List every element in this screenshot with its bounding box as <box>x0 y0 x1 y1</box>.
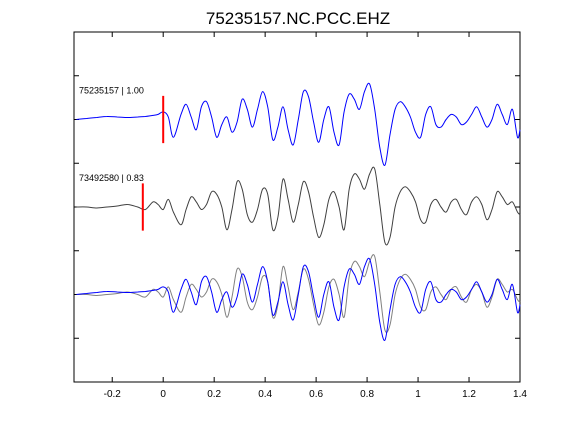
x-tick-label: -0.2 <box>104 389 122 400</box>
trace-label-1: 73492580 | 0.83 <box>79 173 144 183</box>
x-tick-label: 1.2 <box>462 389 476 400</box>
x-tick-label: 0.8 <box>360 389 374 400</box>
chart-title: 75235157.NC.PCC.EHZ <box>206 9 390 28</box>
x-tick-label: 0 <box>160 389 166 400</box>
traces-layer <box>76 82 521 341</box>
pick-markers <box>141 95 165 231</box>
y-axis-ticks <box>74 75 520 339</box>
trace-line-0 <box>76 82 521 166</box>
trace-line-1 <box>76 166 521 246</box>
x-axis-ticks: -0.2 0 0.2 0.4 0.6 0.8 1 1.2 1.4 <box>104 32 527 400</box>
trace-labels: 75235157 | 1.00 73492580 | 0.83 <box>79 85 144 183</box>
x-tick-label: 0.6 <box>309 389 323 400</box>
x-tick-label: 0.2 <box>207 389 221 400</box>
x-tick-label: 1.4 <box>513 389 527 400</box>
overlay-trace-primary <box>76 257 521 341</box>
trace-label-0: 75235157 | 1.00 <box>79 85 144 95</box>
x-tick-label: 1 <box>415 389 421 400</box>
plot-area: -0.2 0 0.2 0.4 0.6 0.8 1 1.2 1.4 75235157 | 1.00… <box>73 31 527 400</box>
overlay-trace-secondary <box>76 254 521 333</box>
x-tick-label: 0.4 <box>258 389 272 400</box>
